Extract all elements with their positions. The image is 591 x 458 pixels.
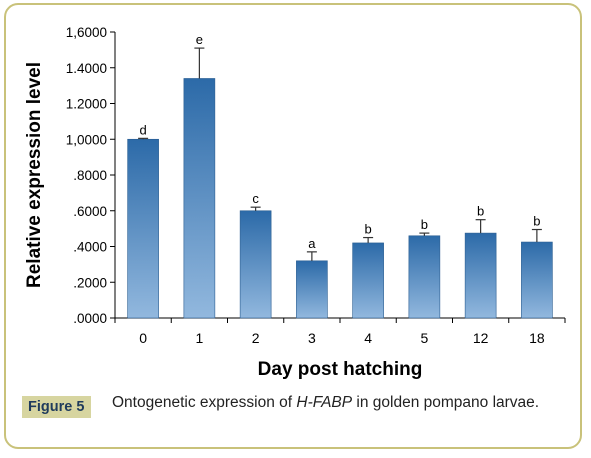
- x-tick-label: 3: [308, 330, 316, 346]
- significance-letter: b: [421, 217, 428, 232]
- y-tick-label: 1,0000: [66, 132, 107, 147]
- y-tick-label: 1.4000: [66, 61, 107, 76]
- significance-letter: b: [365, 222, 372, 237]
- y-tick-label: .0000: [73, 311, 107, 326]
- figure-frame: [4, 3, 582, 449]
- significance-letter: a: [308, 236, 316, 251]
- significance-letter: e: [196, 32, 203, 47]
- x-tick-label: 2: [252, 330, 260, 346]
- x-tick-label: 4: [364, 330, 372, 346]
- bar: [521, 241, 553, 319]
- y-axis-label: Relative expression level: [24, 62, 45, 288]
- x-tick-label: 5: [420, 330, 428, 346]
- bar: [352, 242, 384, 319]
- y-tick-label: 1.2000: [66, 97, 107, 112]
- y-tick-label: .6000: [73, 204, 107, 219]
- bar: [183, 78, 216, 319]
- y-tick-label: .2000: [73, 275, 107, 290]
- significance-letter: b: [533, 214, 540, 229]
- significance-letter: c: [252, 191, 259, 206]
- figure-label: Figure 5: [22, 396, 92, 418]
- bar: [408, 235, 441, 319]
- x-tick-label: 1: [195, 330, 203, 346]
- figure-caption: Figure 5 Ontogenetic expression of H-FAB…: [22, 390, 572, 446]
- x-axis-label: Day post hatching: [258, 359, 423, 380]
- x-tick-label: 12: [473, 330, 489, 346]
- bar: [239, 210, 272, 319]
- bar: [464, 232, 497, 319]
- significance-letter: b: [477, 204, 484, 219]
- bars: d e c a b b b b: [127, 32, 553, 319]
- axes: [110, 31, 566, 323]
- tick-labels: .0000 .2000 .4000 .6000 .8000 1,0000 1.2000 1.4…: [66, 25, 545, 346]
- y-tick-label: 1,6000: [66, 25, 107, 40]
- x-tick-label: 18: [529, 330, 545, 346]
- significance-letter: d: [140, 122, 147, 137]
- bar: [127, 138, 159, 319]
- x-tick-label: 0: [139, 330, 147, 346]
- caption-text: Ontogenetic expression of H-FABP in gold…: [112, 394, 540, 411]
- y-tick-label: .4000: [73, 240, 107, 255]
- y-tick-label: .8000: [73, 168, 107, 183]
- bar: [296, 260, 328, 319]
- bar-chart: d e c a b b b b .0000 .2000 .4000 .6000 .8000 1,0000…: [24, 25, 566, 380]
